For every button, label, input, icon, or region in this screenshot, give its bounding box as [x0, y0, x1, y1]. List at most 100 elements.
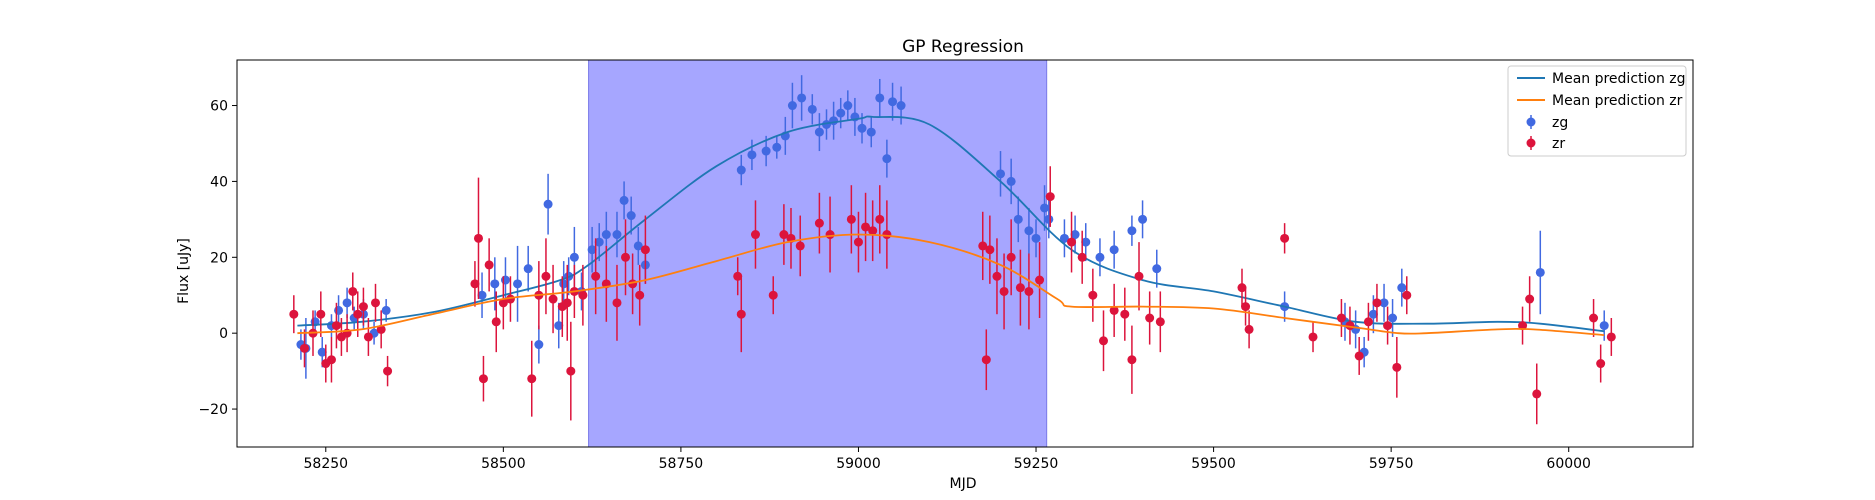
- point-zg: [559, 279, 569, 289]
- series-zg-points: [296, 75, 1609, 379]
- point-zg: [1059, 233, 1069, 243]
- point-zg: [797, 93, 807, 103]
- point-zg: [490, 279, 500, 289]
- y-tick-label: 0: [219, 326, 228, 342]
- point-zg: [500, 275, 510, 285]
- legend: Mean prediction zg Mean prediction zr zg…: [1507, 65, 1687, 157]
- legend-swatch-zr: [1526, 136, 1536, 150]
- y-tick-label: 40: [210, 174, 228, 190]
- point-zr: [1006, 252, 1016, 262]
- point-zr: [1120, 309, 1130, 319]
- x-axis-ticks: 58250 58500 58750 59000 59250 59500 59750 60000: [304, 447, 1591, 472]
- point-zr: [1015, 283, 1025, 293]
- point-zr: [326, 355, 336, 365]
- point-zr: [1077, 252, 1087, 262]
- legend-label-zr: zr: [1552, 136, 1565, 152]
- point-zr: [985, 245, 995, 255]
- point-zg: [1013, 214, 1023, 224]
- point-zr: [861, 222, 871, 232]
- point-zr: [1045, 192, 1055, 202]
- point-zr: [562, 298, 572, 308]
- legend-label-zg: zg: [1552, 115, 1568, 131]
- x-tick-label: 59500: [1191, 456, 1236, 472]
- point-zg: [996, 169, 1006, 179]
- point-zr: [612, 298, 622, 308]
- point-zr: [1280, 233, 1290, 243]
- series-zr-points: [289, 166, 1616, 425]
- point-zr: [353, 309, 363, 319]
- point-zr: [1532, 389, 1542, 399]
- legend-label-mean-zr: Mean prediction zr: [1552, 93, 1683, 109]
- point-zg: [1070, 230, 1080, 240]
- point-zr: [484, 260, 494, 270]
- point-zg: [1535, 267, 1545, 277]
- y-tick-label: 60: [210, 99, 228, 115]
- point-zr: [1088, 290, 1098, 300]
- point-zr: [1024, 286, 1034, 296]
- point-zr: [736, 309, 746, 319]
- point-zr: [1308, 332, 1318, 342]
- point-zg: [587, 245, 597, 255]
- shaded-region: [588, 59, 1048, 448]
- point-zr: [868, 226, 878, 236]
- point-zr: [348, 286, 358, 296]
- point-zg: [736, 165, 746, 175]
- point-zg: [814, 127, 824, 137]
- point-zr: [853, 237, 863, 247]
- point-zr: [1134, 271, 1144, 281]
- point-zr: [978, 241, 988, 251]
- point-zg: [882, 154, 892, 164]
- point-zr: [1336, 313, 1346, 323]
- point-zg: [477, 290, 487, 300]
- point-zr: [1402, 290, 1412, 300]
- chart-title: GP Regression: [902, 37, 1024, 57]
- point-zg: [1024, 226, 1034, 236]
- point-zg: [888, 97, 898, 107]
- point-zr: [635, 290, 645, 300]
- point-zg: [807, 104, 817, 114]
- point-zg: [1109, 245, 1119, 255]
- point-zg: [1379, 298, 1389, 308]
- point-zr: [289, 309, 299, 319]
- y-tick-label: 20: [210, 250, 228, 266]
- point-zg: [317, 347, 327, 357]
- point-zr: [1237, 283, 1247, 293]
- legend-box: [1507, 65, 1687, 157]
- x-tick-label: 59000: [836, 456, 881, 472]
- x-tick-label: 58250: [304, 456, 349, 472]
- point-zr: [1525, 294, 1535, 304]
- point-zg: [1388, 313, 1398, 323]
- point-zr: [370, 298, 380, 308]
- point-zr: [1372, 298, 1382, 308]
- legend-label-mean-zg: Mean prediction zg: [1552, 71, 1686, 87]
- point-zr: [1067, 237, 1077, 247]
- point-zr: [1596, 359, 1606, 369]
- x-tick-label: 60000: [1546, 456, 1591, 472]
- point-zr: [331, 321, 341, 331]
- point-zg: [543, 199, 553, 209]
- point-zg: [875, 93, 885, 103]
- point-zr: [1109, 305, 1119, 315]
- point-zg: [1368, 309, 1378, 319]
- point-zr: [640, 245, 650, 255]
- y-axis-label: Flux [uJy]: [176, 238, 192, 304]
- x-tick-label: 59750: [1369, 456, 1414, 472]
- point-zg: [843, 101, 853, 111]
- point-zr: [358, 302, 368, 312]
- point-zr: [825, 230, 835, 240]
- point-zg: [829, 116, 839, 126]
- point-zr: [750, 230, 760, 240]
- point-zg: [896, 101, 906, 111]
- point-zr: [1589, 313, 1599, 323]
- point-zg: [1152, 264, 1162, 274]
- axes-frame: [236, 59, 1694, 448]
- data-layer: [289, 75, 1616, 425]
- point-zr: [1383, 321, 1393, 331]
- point-zg: [836, 108, 846, 118]
- point-zg: [513, 279, 523, 289]
- point-zr: [1241, 302, 1251, 312]
- y-tick-label: −20: [198, 402, 228, 418]
- point-zr: [478, 374, 488, 384]
- point-zr: [578, 290, 588, 300]
- point-zr: [992, 271, 1002, 281]
